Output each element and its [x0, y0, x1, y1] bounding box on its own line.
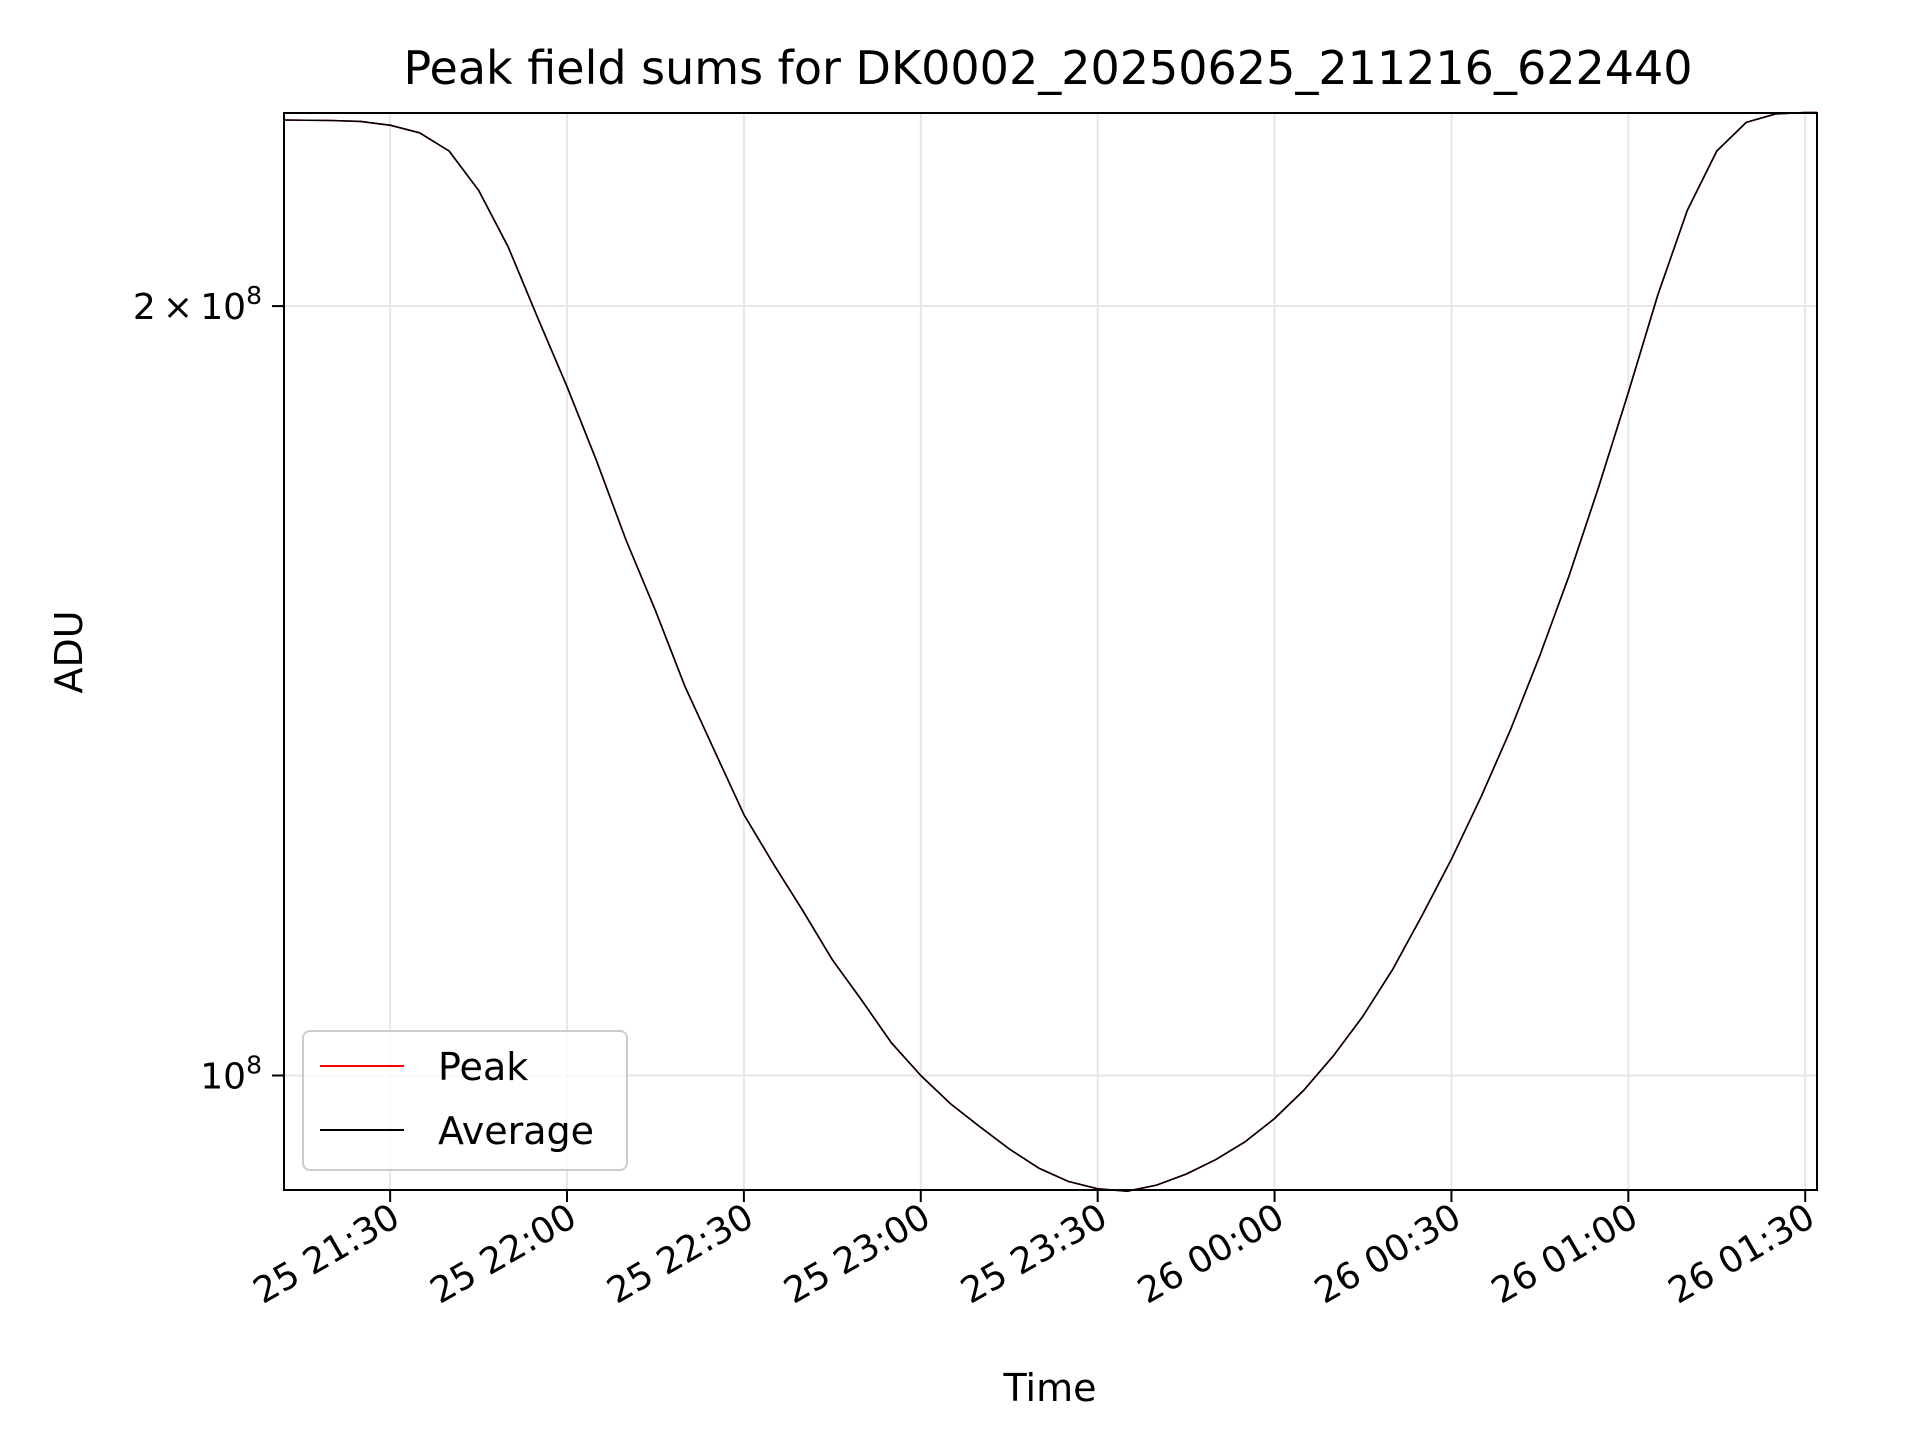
legend: Peak Average: [302, 1030, 628, 1171]
chart-title: Peak field sums for DK0002_20250625_2112…: [403, 41, 1692, 95]
y-axis: 108 2 × 108: [133, 281, 284, 1098]
legend-label-peak: Peak: [438, 1045, 528, 1089]
plot-area-frame: [283, 112, 1818, 1191]
y-tick-label: 2 × 108: [133, 281, 262, 328]
data-series: [283, 111, 1817, 1192]
series-line-average: [283, 111, 1817, 1192]
y-tick-label: 108: [200, 1051, 262, 1098]
y-axis-label: ADU: [47, 610, 91, 693]
grid-lines: [284, 113, 1817, 1190]
x-axis-label: Time: [1003, 1366, 1097, 1410]
legend-label-average: Average: [438, 1109, 594, 1153]
